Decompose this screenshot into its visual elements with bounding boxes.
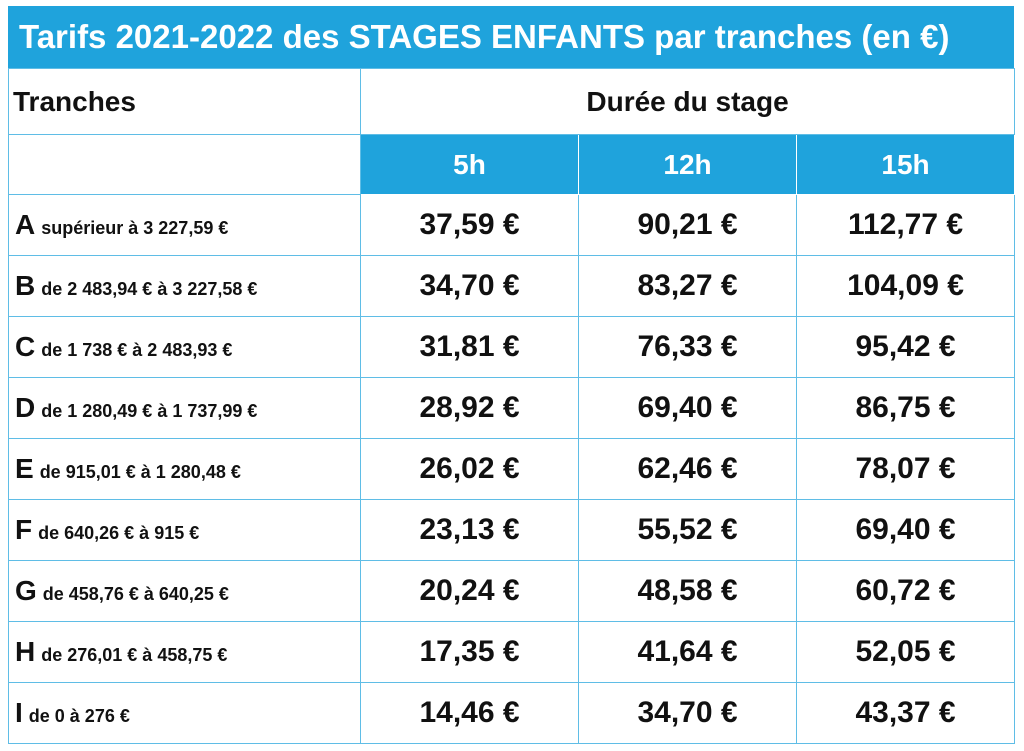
tranche-range: de 2 483,94 € à 3 227,58 € — [41, 279, 258, 299]
price-cell: 48,58 € — [578, 560, 797, 622]
price-cell: 41,64 € — [578, 621, 797, 683]
tranche-letter: G — [15, 575, 37, 606]
price-cell: 31,81 € — [360, 316, 579, 378]
price-cell: 43,37 € — [795, 682, 1016, 744]
price-cell: 23,13 € — [360, 499, 579, 561]
price-cell: 62,46 € — [578, 438, 797, 500]
tranche-range: supérieur à 3 227,59 € — [41, 218, 229, 238]
price-cell: 69,40 € — [578, 377, 797, 439]
tranche-letter: E — [15, 453, 34, 484]
price-cell: 112,77 € — [795, 194, 1016, 256]
price-cell: 34,70 € — [578, 682, 797, 744]
tranche-range: de 640,26 € à 915 € — [38, 523, 200, 543]
price-cell: 20,24 € — [360, 560, 579, 622]
header-row: Tranches Durée du stage — [8, 68, 1016, 135]
price-cell: 37,59 € — [360, 194, 579, 256]
tranche-range: de 915,01 € à 1 280,48 € — [39, 462, 241, 482]
tranche-letter: I — [15, 697, 23, 728]
price-cell: 60,72 € — [795, 560, 1016, 622]
price-cell: 14,46 € — [360, 682, 579, 744]
duration-subheader-row: 5h 12h 15h — [8, 134, 1016, 195]
price-cell: 78,07 € — [795, 438, 1016, 500]
price-cell: 26,02 € — [360, 438, 579, 500]
price-cell: 86,75 € — [795, 377, 1016, 439]
duration-5h-header: 5h — [360, 134, 579, 195]
price-cell: 69,40 € — [795, 499, 1016, 561]
price-cell: 104,09 € — [795, 255, 1016, 317]
tranche-letter: A — [15, 209, 36, 240]
price-cell: 55,52 € — [578, 499, 797, 561]
tranche-letter: H — [15, 636, 36, 667]
tranche-range: de 0 à 276 € — [28, 706, 130, 726]
tranches-header: Tranches — [8, 68, 361, 135]
price-cell: 90,21 € — [578, 194, 797, 256]
price-cell: 76,33 € — [578, 316, 797, 378]
duration-header: Durée du stage — [359, 68, 1016, 135]
duration-15h-header: 15h — [795, 134, 1016, 195]
tariff-panel: Tarifs 2021-2022 des STAGES ENFANTS par … — [8, 6, 1016, 744]
price-cell: 28,92 € — [360, 377, 579, 439]
tranche-range: de 458,76 € à 640,25 € — [42, 584, 229, 604]
table-title: Tarifs 2021-2022 des STAGES ENFANTS par … — [8, 6, 1014, 68]
price-cell: 83,27 € — [578, 255, 797, 317]
price-cell: 17,35 € — [360, 621, 579, 683]
empty-header-cell — [8, 134, 361, 195]
price-cell: 34,70 € — [360, 255, 579, 317]
tranche-letter: D — [15, 392, 36, 423]
tranche-letter: B — [15, 270, 36, 301]
tranche-range: de 1 738 € à 2 483,93 € — [41, 340, 233, 360]
tranche-letter: F — [15, 514, 33, 545]
duration-12h-header: 12h — [578, 134, 797, 195]
price-cell: 52,05 € — [795, 621, 1016, 683]
tranche-range: de 1 280,49 € à 1 737,99 € — [41, 401, 258, 421]
tranche-range: de 276,01 € à 458,75 € — [41, 645, 228, 665]
tranche-letter: C — [15, 331, 36, 362]
price-cell: 95,42 € — [795, 316, 1016, 378]
